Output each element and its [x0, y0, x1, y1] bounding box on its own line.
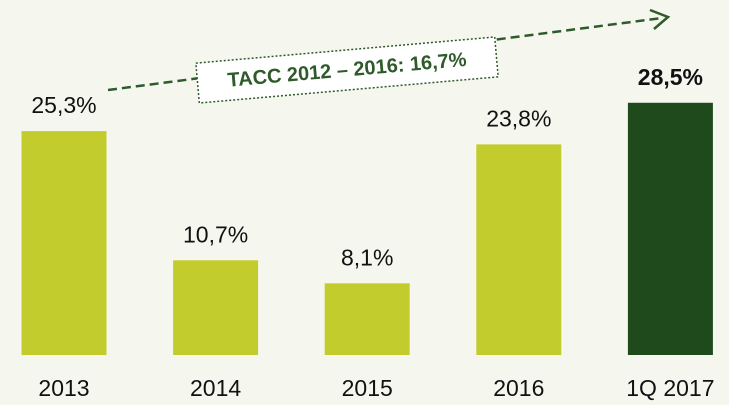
- value-label: 10,7%: [183, 221, 248, 247]
- bar: [21, 131, 107, 355]
- x-tick-label: 2014: [190, 375, 241, 401]
- bar: [476, 144, 562, 355]
- value-label: 28,5%: [638, 64, 703, 90]
- annotation-box: TACC 2012 – 2016: 16,7%: [195, 36, 499, 104]
- value-label: 8,1%: [341, 244, 393, 270]
- bar: [173, 260, 259, 355]
- x-tick-label: 2015: [342, 375, 393, 401]
- bar: [324, 283, 410, 355]
- value-label: 25,3%: [31, 92, 96, 118]
- x-tick-label: 2013: [38, 375, 89, 401]
- x-tick-label: 2016: [493, 375, 544, 401]
- arrow-head: [649, 8, 671, 30]
- trend-arrow: [107, 16, 663, 92]
- annotation-frame: [195, 36, 499, 104]
- x-tick-label: 1Q 2017: [626, 375, 714, 401]
- value-label: 23,8%: [486, 105, 551, 131]
- bar: [627, 102, 713, 356]
